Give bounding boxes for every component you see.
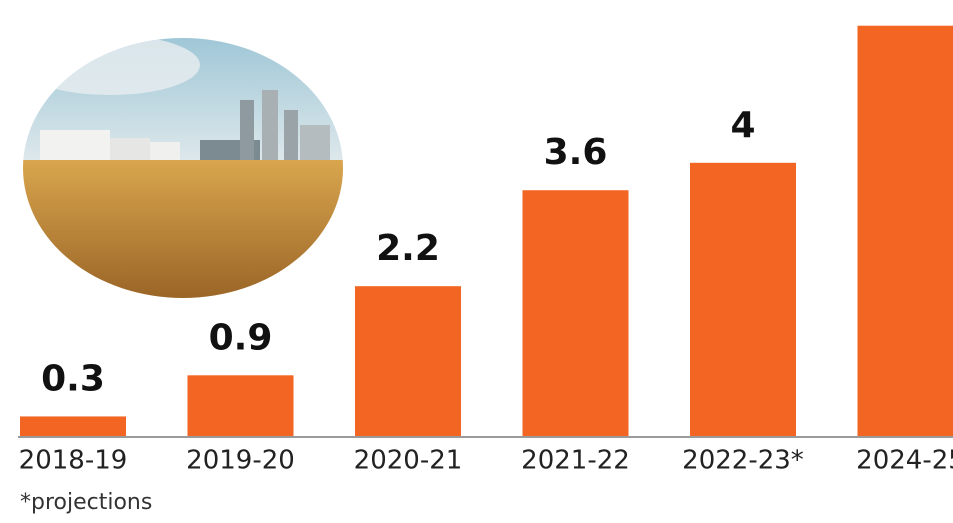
- x-tick-label: 2021-22: [521, 446, 630, 476]
- bar: [187, 375, 294, 437]
- x-tick-label: 2020-21: [354, 446, 463, 476]
- photo: [23, 38, 343, 298]
- bar: [522, 190, 629, 437]
- x-tick-label: 2019-20: [186, 446, 295, 476]
- bar: [690, 162, 796, 437]
- footnote: *projections: [20, 490, 152, 515]
- data-label: 2.2: [376, 228, 440, 269]
- bar: [857, 25, 953, 437]
- x-tick-label: 2018-19: [19, 446, 128, 476]
- data-label: 3.6: [544, 132, 608, 173]
- data-label: 0.3: [41, 358, 105, 399]
- data-label: 4: [730, 105, 755, 146]
- bar: [355, 286, 461, 437]
- x-tick-label: 2022-23*: [682, 446, 804, 476]
- data-label: 0.9: [209, 317, 273, 358]
- bar: [20, 416, 126, 437]
- x-tick-label: 2024-25: [856, 446, 953, 476]
